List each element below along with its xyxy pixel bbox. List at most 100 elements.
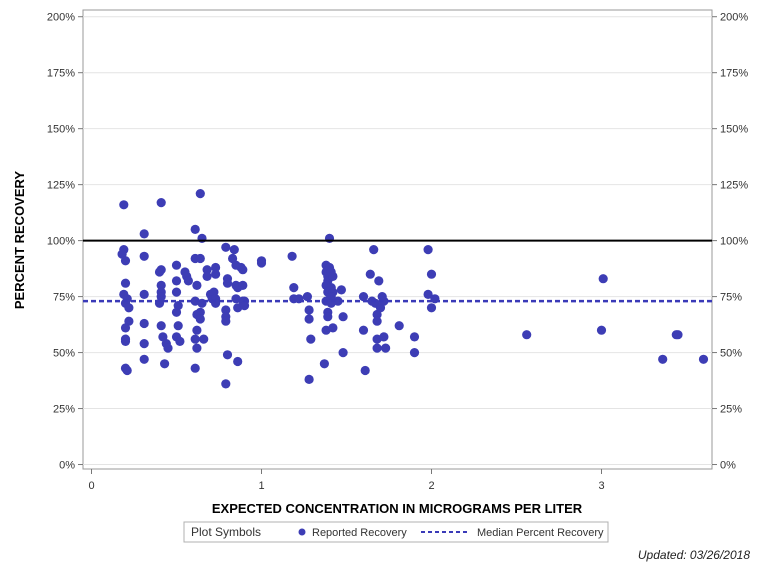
data-point xyxy=(139,354,149,364)
data-point xyxy=(171,307,182,317)
data-point xyxy=(195,253,205,264)
data-point xyxy=(183,276,193,286)
y-tick-label-left: 50% xyxy=(53,348,75,360)
data-point xyxy=(202,265,212,275)
y-tick-label-right: 150% xyxy=(720,124,748,136)
data-point xyxy=(306,334,316,344)
y-tick-label-right: 25% xyxy=(720,404,742,416)
data-point xyxy=(323,312,333,322)
data-point xyxy=(369,245,379,255)
data-point xyxy=(139,251,149,261)
y-tick-label-left: 100% xyxy=(47,236,75,248)
data-point xyxy=(195,189,205,199)
data-point xyxy=(221,305,231,315)
plot-frame xyxy=(82,9,713,470)
data-point xyxy=(324,233,335,243)
data-point xyxy=(222,278,233,288)
data-point xyxy=(394,321,404,331)
data-point xyxy=(120,336,131,346)
data-point xyxy=(336,285,346,295)
data-point xyxy=(139,339,149,349)
data-point xyxy=(698,354,709,364)
data-point xyxy=(360,365,370,376)
data-point xyxy=(338,348,348,358)
data-point xyxy=(211,269,221,279)
data-point xyxy=(598,274,608,284)
data-point xyxy=(328,323,338,333)
y-tick-label-right: 50% xyxy=(720,348,742,360)
data-point xyxy=(195,314,205,324)
data-point xyxy=(319,359,329,369)
data-point xyxy=(372,316,382,326)
data-point xyxy=(374,276,384,286)
data-point xyxy=(304,314,314,324)
y-tick-label-left: 25% xyxy=(53,404,75,416)
data-point xyxy=(358,292,369,302)
data-point xyxy=(426,303,437,313)
data-point xyxy=(372,343,382,353)
data-point xyxy=(409,348,420,358)
y-tick-label-right: 75% xyxy=(720,292,742,304)
data-point xyxy=(120,278,131,288)
data-point xyxy=(156,198,166,208)
data-point xyxy=(160,359,170,369)
data-point xyxy=(289,283,299,293)
data-point xyxy=(120,256,131,266)
data-point xyxy=(221,242,231,252)
data-point xyxy=(229,245,239,255)
data-point xyxy=(379,332,389,342)
data-point xyxy=(156,280,166,290)
y-tick-label-right: 0% xyxy=(720,460,736,472)
data-point xyxy=(192,280,202,290)
data-point xyxy=(409,332,420,342)
data-point xyxy=(233,356,243,367)
data-point xyxy=(156,321,166,331)
data-point xyxy=(358,325,369,335)
y-tick-label-left: 200% xyxy=(47,12,75,24)
y-tick-label-right: 200% xyxy=(720,12,748,24)
data-point xyxy=(175,336,185,346)
y-tick-label-left: 175% xyxy=(47,68,75,80)
data-point xyxy=(333,296,343,306)
data-point xyxy=(171,260,182,270)
data-point xyxy=(522,330,532,340)
data-point xyxy=(192,325,202,335)
data-point xyxy=(171,287,182,297)
y-tick-label-right: 100% xyxy=(720,236,748,248)
data-point xyxy=(287,251,297,261)
data-point xyxy=(119,200,129,210)
data-point xyxy=(221,316,231,326)
data-point xyxy=(423,289,433,299)
data-point xyxy=(139,229,149,239)
data-point xyxy=(239,301,250,311)
x-axis-label: EXPECTED CONCENTRATION IN MICROGRAMS PER… xyxy=(212,501,583,516)
data-point xyxy=(381,343,391,353)
y-tick-label-left: 0% xyxy=(59,460,75,472)
y-tick-label-left: 150% xyxy=(47,124,75,136)
data-point xyxy=(190,363,200,373)
data-point xyxy=(328,271,338,281)
legend-box xyxy=(183,521,609,543)
data-point xyxy=(238,280,248,290)
data-point xyxy=(171,276,182,286)
data-point xyxy=(199,334,209,344)
x-tick-label: 2 xyxy=(428,480,434,492)
data-point xyxy=(658,354,668,364)
data-point xyxy=(173,321,183,331)
data-point xyxy=(673,330,683,340)
y-axis-right: 0% 25% 50% 75% 100% 125% 150% 175% 200% xyxy=(712,12,748,472)
legend-label-median: Median Percent Recovery xyxy=(477,527,604,539)
y-tick-label-right: 175% xyxy=(720,68,748,80)
data-point xyxy=(124,303,134,313)
legend-label-recovery: Reported Recovery xyxy=(312,527,407,539)
y-tick-label-left: 125% xyxy=(47,180,75,192)
data-point xyxy=(304,374,314,384)
data-point xyxy=(122,365,132,376)
data-point xyxy=(202,271,212,281)
data-point xyxy=(238,265,248,275)
x-tick-label: 0 xyxy=(88,480,94,492)
x-axis: 0 1 2 3 xyxy=(88,469,605,492)
y-tick-label-right: 125% xyxy=(720,180,748,192)
data-point xyxy=(139,289,149,299)
